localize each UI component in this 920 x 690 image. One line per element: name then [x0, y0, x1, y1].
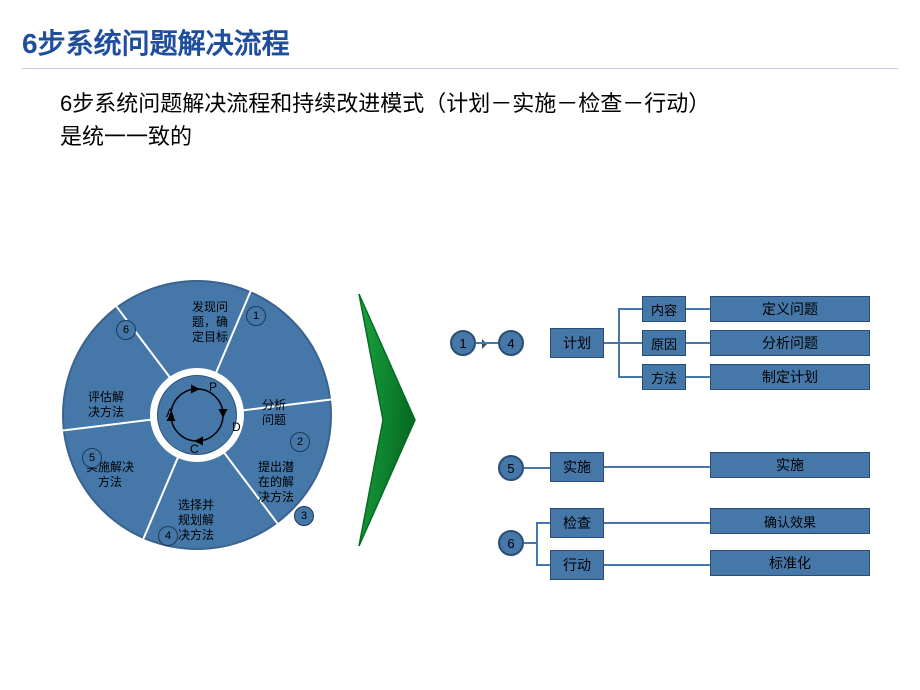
step-badge: 1 — [450, 330, 476, 356]
aspect-content-box: 内容 — [642, 296, 686, 322]
arrowhead-icon — [482, 339, 492, 349]
wheel-segment-number: 5 — [82, 448, 102, 468]
wheel-segment-number: 1 — [246, 306, 266, 326]
step-badge: 6 — [498, 530, 524, 556]
connector — [618, 376, 642, 378]
step-badge: 5 — [498, 455, 524, 481]
connector — [536, 522, 550, 524]
chevron-arrow — [355, 290, 425, 550]
wheel-segment-label: 评估解 决方法 — [88, 390, 124, 420]
outcome-standard-box: 标准化 — [710, 550, 870, 576]
wheel-segment-label: 提出潜 在的解 决方法 — [258, 460, 294, 505]
stage-do-box: 实施 — [550, 452, 604, 482]
connector — [604, 522, 710, 524]
stage-check-box: 检查 — [550, 508, 604, 538]
page-title: 6步系统问题解决流程 — [0, 0, 920, 68]
wheel-segment-number: 3 — [294, 506, 314, 526]
connector — [524, 467, 550, 469]
diagram-stage: 发现问 题，确 定目标 1 分析 问题2 提出潜 在的解 决方法3 选择并 规划解 决方… — [0, 200, 920, 630]
connector — [536, 523, 538, 565]
process-wheel: 发现问 题，确 定目标 1 分析 问题2 提出潜 在的解 决方法3 选择并 规划解 决方… — [62, 280, 332, 550]
outcome-define-box: 定义问题 — [710, 296, 870, 322]
wheel-segment-number: 4 — [158, 526, 178, 546]
outcome-do-box: 实施 — [710, 452, 870, 478]
connector — [524, 542, 536, 544]
aspect-cause-box: 原因 — [642, 330, 686, 356]
stage-plan-box: 计划 — [550, 328, 604, 358]
wheel-segment-label: 发现问 题，确 定目标 — [192, 300, 228, 345]
outcome-confirm-box: 确认效果 — [710, 508, 870, 534]
wheel-segment-number: 2 — [290, 432, 310, 452]
wheel-segment-label: 分析 问题 — [262, 398, 286, 428]
connector — [604, 466, 710, 468]
step-badge: 4 — [498, 330, 524, 356]
stage-act-box: 行动 — [550, 550, 604, 580]
connector — [604, 342, 618, 344]
title-rule — [22, 68, 898, 69]
connector — [536, 564, 550, 566]
connector — [476, 342, 498, 344]
pdca-cycle-arrows — [157, 375, 237, 455]
connector — [604, 564, 710, 566]
connector — [618, 342, 642, 344]
wheel-segment-number: 6 — [116, 320, 136, 340]
wheel-segment-label: 选择并 规划解 决方法 — [178, 498, 214, 543]
aspect-method-box: 方法 — [642, 364, 686, 390]
outcome-analyze-box: 分析问题 — [710, 330, 870, 356]
connector — [686, 376, 710, 378]
outcome-makeplan-box: 制定计划 — [710, 364, 870, 390]
connector — [686, 342, 710, 344]
subtitle: 6步系统问题解决流程和持续改进模式（计划－实施－检查－行动）是统一一致的 — [0, 87, 780, 153]
connector — [686, 308, 710, 310]
connector — [618, 308, 642, 310]
